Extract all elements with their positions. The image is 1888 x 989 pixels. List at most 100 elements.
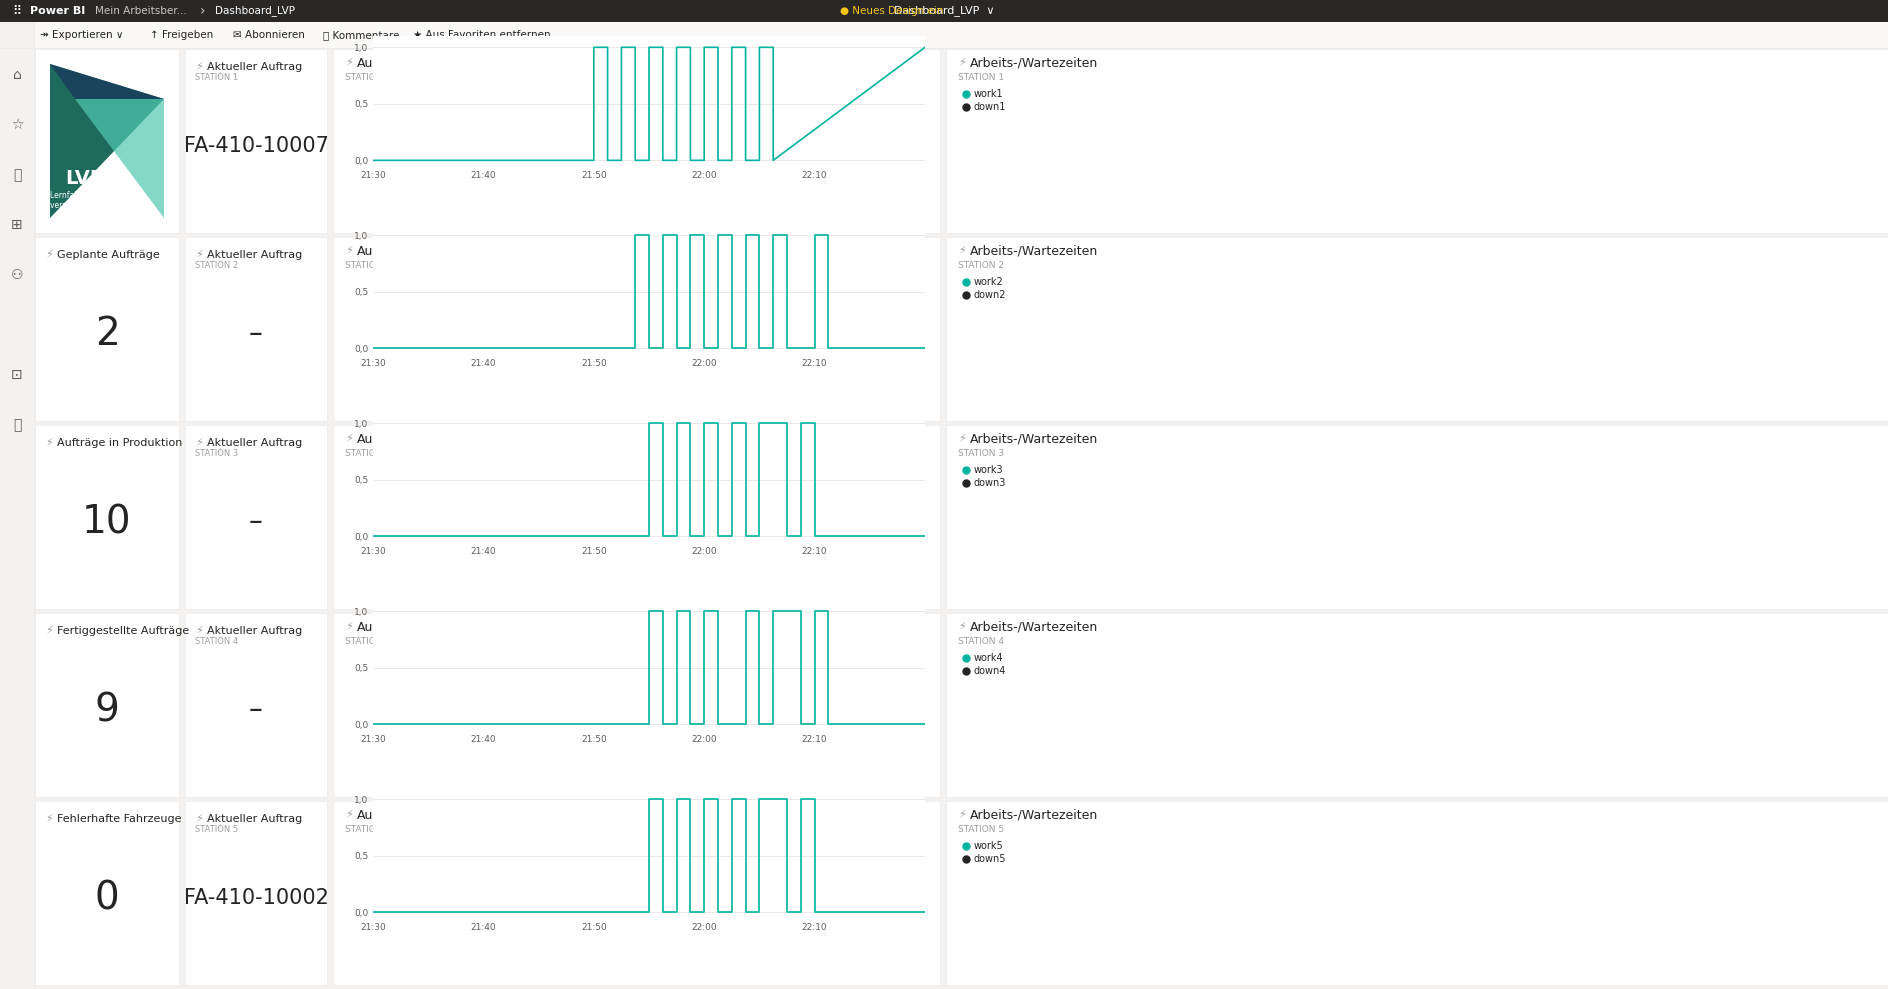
Text: down1: down1 xyxy=(974,102,1006,112)
Text: Power BI: Power BI xyxy=(30,6,85,16)
Text: STATION 5: STATION 5 xyxy=(346,825,391,834)
Text: ⚡: ⚡ xyxy=(45,438,53,448)
Bar xyxy=(0,22,1888,49)
Text: ⚇: ⚇ xyxy=(11,268,23,282)
Text: work4: work4 xyxy=(974,653,1004,663)
Text: Fehlerhafte Fahrzeuge: Fehlerhafte Fahrzeuge xyxy=(57,814,181,824)
Bar xyxy=(36,613,179,797)
Text: work5: work5 xyxy=(974,841,1004,851)
Text: ⚡: ⚡ xyxy=(346,58,353,68)
Text: STATION 5: STATION 5 xyxy=(194,825,238,834)
Text: Aktueller Auftrag: Aktueller Auftrag xyxy=(208,438,302,448)
Text: 💬 Kommentare: 💬 Kommentare xyxy=(323,30,400,40)
Text: 9: 9 xyxy=(94,691,119,729)
Text: ...: ... xyxy=(587,30,598,40)
Bar xyxy=(185,613,327,797)
Text: ↠ Exportieren ∨: ↠ Exportieren ∨ xyxy=(40,30,123,40)
Bar xyxy=(185,425,327,609)
Text: –: – xyxy=(249,508,262,536)
Text: STATION 2: STATION 2 xyxy=(346,261,391,270)
Text: down3: down3 xyxy=(974,478,1006,488)
Text: ⚡: ⚡ xyxy=(194,62,202,72)
Text: Auslastung: Auslastung xyxy=(357,808,427,822)
Text: Arbeits-/Wartezeiten: Arbeits-/Wartezeiten xyxy=(970,244,1099,257)
Bar xyxy=(36,801,179,985)
Text: ⌚: ⌚ xyxy=(13,168,21,182)
Text: Dashboard_LVP  ∨: Dashboard_LVP ∨ xyxy=(893,6,995,17)
Bar xyxy=(0,22,36,989)
Text: STATION 4: STATION 4 xyxy=(346,637,391,646)
Text: vernetzte Produktion: vernetzte Produktion xyxy=(49,201,130,210)
Text: FA-410-10002: FA-410-10002 xyxy=(183,888,329,908)
Text: ⠿: ⠿ xyxy=(11,5,21,18)
Text: STATION 4: STATION 4 xyxy=(194,637,238,646)
Text: ⚡: ⚡ xyxy=(346,810,353,820)
Text: 👤: 👤 xyxy=(13,418,21,432)
Text: Mein Arbeitsber...: Mein Arbeitsber... xyxy=(94,6,187,16)
Bar xyxy=(332,801,940,985)
Text: STATION 2: STATION 2 xyxy=(194,261,238,270)
Text: STATION 1: STATION 1 xyxy=(346,73,391,82)
Bar xyxy=(185,49,327,233)
Text: STATION 3: STATION 3 xyxy=(194,449,238,458)
Text: ⚡: ⚡ xyxy=(957,434,967,444)
Text: STATION 3: STATION 3 xyxy=(957,449,1004,458)
Text: ⚡: ⚡ xyxy=(346,622,353,632)
Bar xyxy=(185,237,327,421)
Text: ⚡: ⚡ xyxy=(194,438,202,448)
Text: down4: down4 xyxy=(974,666,1006,676)
Text: ⚡: ⚡ xyxy=(957,58,967,68)
Polygon shape xyxy=(49,64,164,218)
Text: ⚡: ⚡ xyxy=(194,626,202,636)
Polygon shape xyxy=(76,99,164,218)
Bar xyxy=(332,613,940,797)
Bar xyxy=(332,49,940,233)
Text: ⚡: ⚡ xyxy=(194,814,202,824)
Text: Arbeits-/Wartezeiten: Arbeits-/Wartezeiten xyxy=(970,432,1099,445)
Text: Auslastung: Auslastung xyxy=(357,620,427,634)
Text: Arbeits-/Wartezeiten: Arbeits-/Wartezeiten xyxy=(970,808,1099,822)
Bar xyxy=(36,425,179,609)
Text: ☆: ☆ xyxy=(11,118,23,132)
Text: Auslastung: Auslastung xyxy=(357,56,427,69)
Text: 2: 2 xyxy=(94,315,119,353)
Text: ⚡: ⚡ xyxy=(957,246,967,256)
Text: ⚡: ⚡ xyxy=(346,246,353,256)
Text: ★ Aus Favoriten entfernen: ★ Aus Favoriten entfernen xyxy=(413,30,551,40)
Text: ✉ Abonnieren: ✉ Abonnieren xyxy=(232,30,304,40)
Bar xyxy=(36,49,179,233)
Text: ⚡: ⚡ xyxy=(957,622,967,632)
Text: ›: › xyxy=(200,4,206,18)
Text: Geplante Aufträge: Geplante Aufträge xyxy=(57,250,160,260)
Text: Fertiggestellte Aufträge: Fertiggestellte Aufträge xyxy=(57,626,189,636)
Text: Aktueller Auftrag: Aktueller Auftrag xyxy=(208,250,302,260)
Text: 10: 10 xyxy=(83,503,132,541)
Bar xyxy=(0,0,1888,22)
Text: ⊞: ⊞ xyxy=(11,218,23,232)
Text: ● Neues Design ein: ● Neues Design ein xyxy=(840,6,944,16)
Text: Aktueller Auftrag: Aktueller Auftrag xyxy=(208,62,302,72)
Text: Aktueller Auftrag: Aktueller Auftrag xyxy=(208,626,302,636)
Text: down5: down5 xyxy=(974,854,1006,864)
Text: ⚡: ⚡ xyxy=(45,814,53,824)
Bar xyxy=(185,801,327,985)
Text: Arbeits-/Wartezeiten: Arbeits-/Wartezeiten xyxy=(970,620,1099,634)
Text: Auslastung: Auslastung xyxy=(357,244,427,257)
Text: ⚡: ⚡ xyxy=(194,250,202,260)
Text: –: – xyxy=(249,320,262,348)
Text: STATION 4: STATION 4 xyxy=(957,637,1004,646)
Text: Dashboard_LVP: Dashboard_LVP xyxy=(215,6,295,17)
Text: ⚡: ⚡ xyxy=(45,250,53,260)
Text: STATION 2: STATION 2 xyxy=(957,261,1004,270)
Text: down2: down2 xyxy=(974,290,1006,300)
Text: STATION 1: STATION 1 xyxy=(194,73,238,82)
Bar xyxy=(36,237,179,421)
Bar xyxy=(0,48,1888,49)
Text: 0: 0 xyxy=(94,879,119,917)
Text: ⚡: ⚡ xyxy=(346,434,353,444)
Text: –: – xyxy=(249,696,262,724)
Text: work1: work1 xyxy=(974,89,1004,99)
Text: work2: work2 xyxy=(974,277,1004,287)
Bar xyxy=(332,425,940,609)
Text: ⚡: ⚡ xyxy=(45,626,53,636)
